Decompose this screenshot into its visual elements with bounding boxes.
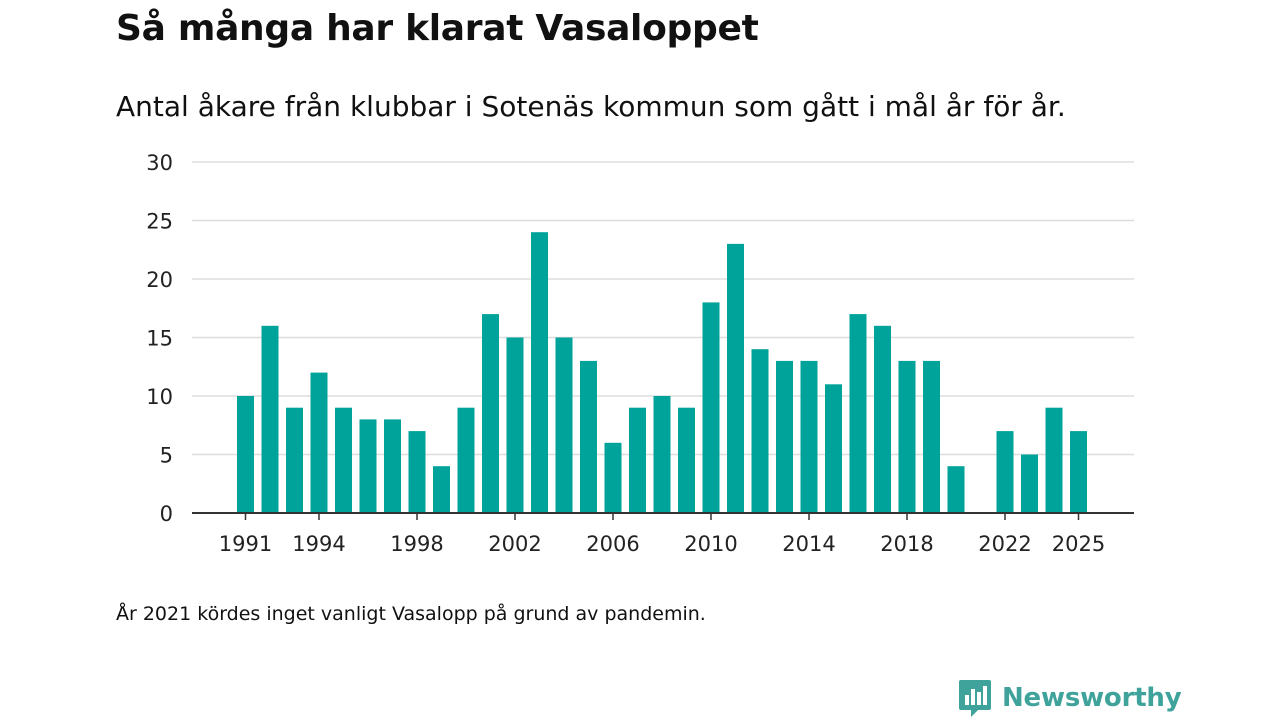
- bar-1994: [310, 372, 328, 513]
- bar-1996: [359, 419, 377, 513]
- bar-2024: [1045, 407, 1063, 513]
- bar-2007: [629, 407, 646, 513]
- bar-2013: [776, 360, 793, 513]
- bar-2004: [555, 337, 573, 513]
- chart-subtitle: Antal åkare från klubbar i Sotenäs kommu…: [116, 90, 1066, 123]
- bar-1991: [237, 396, 254, 513]
- bar-1998: [408, 431, 426, 513]
- brand-logo: Newsworthy: [958, 678, 1182, 718]
- bar-2022: [996, 431, 1014, 513]
- x-axis-labels: 1991 1994 1998 2002 2006 2010 2014 2018 2022 2025: [219, 532, 1105, 556]
- bar-2012: [751, 349, 769, 513]
- x-tick-label: 1998: [390, 532, 443, 556]
- bar-2008: [653, 396, 671, 513]
- bar-2018: [898, 360, 916, 513]
- bar-2002: [506, 337, 524, 513]
- x-tick-label: 2006: [586, 532, 639, 556]
- bar-2023: [1021, 454, 1038, 513]
- bar-1993: [286, 407, 303, 513]
- y-axis-labels: 0 5 10 15 20 25 30: [146, 151, 173, 526]
- newsworthy-logo-icon: [959, 680, 991, 717]
- bar-2009: [678, 407, 695, 513]
- x-tick-label: 2022: [978, 532, 1031, 556]
- x-tick-label: 2014: [782, 532, 835, 556]
- x-axis-ticks: [244, 513, 1080, 520]
- bar-2025: [1070, 431, 1087, 513]
- y-tick-label: 25: [146, 210, 173, 234]
- y-tick-label: 5: [160, 444, 173, 468]
- bar-2020: [947, 466, 965, 513]
- x-tick-label: 2025: [1052, 532, 1105, 556]
- bar-2010: [702, 302, 720, 513]
- x-tick-label: 1994: [292, 532, 345, 556]
- bar-2017: [874, 325, 891, 513]
- bar-2001: [482, 314, 499, 513]
- bar-2019: [923, 360, 940, 513]
- bar-1997: [384, 419, 401, 513]
- bar-2006: [604, 442, 622, 513]
- x-tick-label: 1991: [219, 532, 272, 556]
- x-tick-label: 2018: [880, 532, 933, 556]
- footnote: År 2021 kördes inget vanligt Vasalopp på…: [116, 603, 706, 625]
- bar-2015: [825, 384, 842, 513]
- bars: [237, 232, 1087, 513]
- bar-2000: [457, 407, 475, 513]
- bar-2016: [849, 314, 867, 513]
- y-tick-label: 30: [146, 151, 173, 175]
- y-tick-label: 15: [146, 327, 173, 351]
- bar-2005: [580, 360, 597, 513]
- bar-1995: [335, 407, 352, 513]
- y-tick-label: 20: [146, 268, 173, 292]
- bar-2003: [531, 232, 548, 513]
- x-tick-label: 2002: [488, 532, 541, 556]
- y-tick-label: 0: [160, 502, 173, 526]
- brand-name: Newsworthy: [1002, 683, 1182, 713]
- bar-1992: [261, 325, 279, 513]
- bar-1999: [433, 466, 450, 513]
- chart-title: Så många har klarat Vasaloppet: [116, 8, 759, 49]
- y-tick-label: 10: [146, 385, 173, 409]
- bar-2011: [727, 243, 744, 513]
- bar-2014: [800, 360, 818, 513]
- x-tick-label: 2010: [684, 532, 737, 556]
